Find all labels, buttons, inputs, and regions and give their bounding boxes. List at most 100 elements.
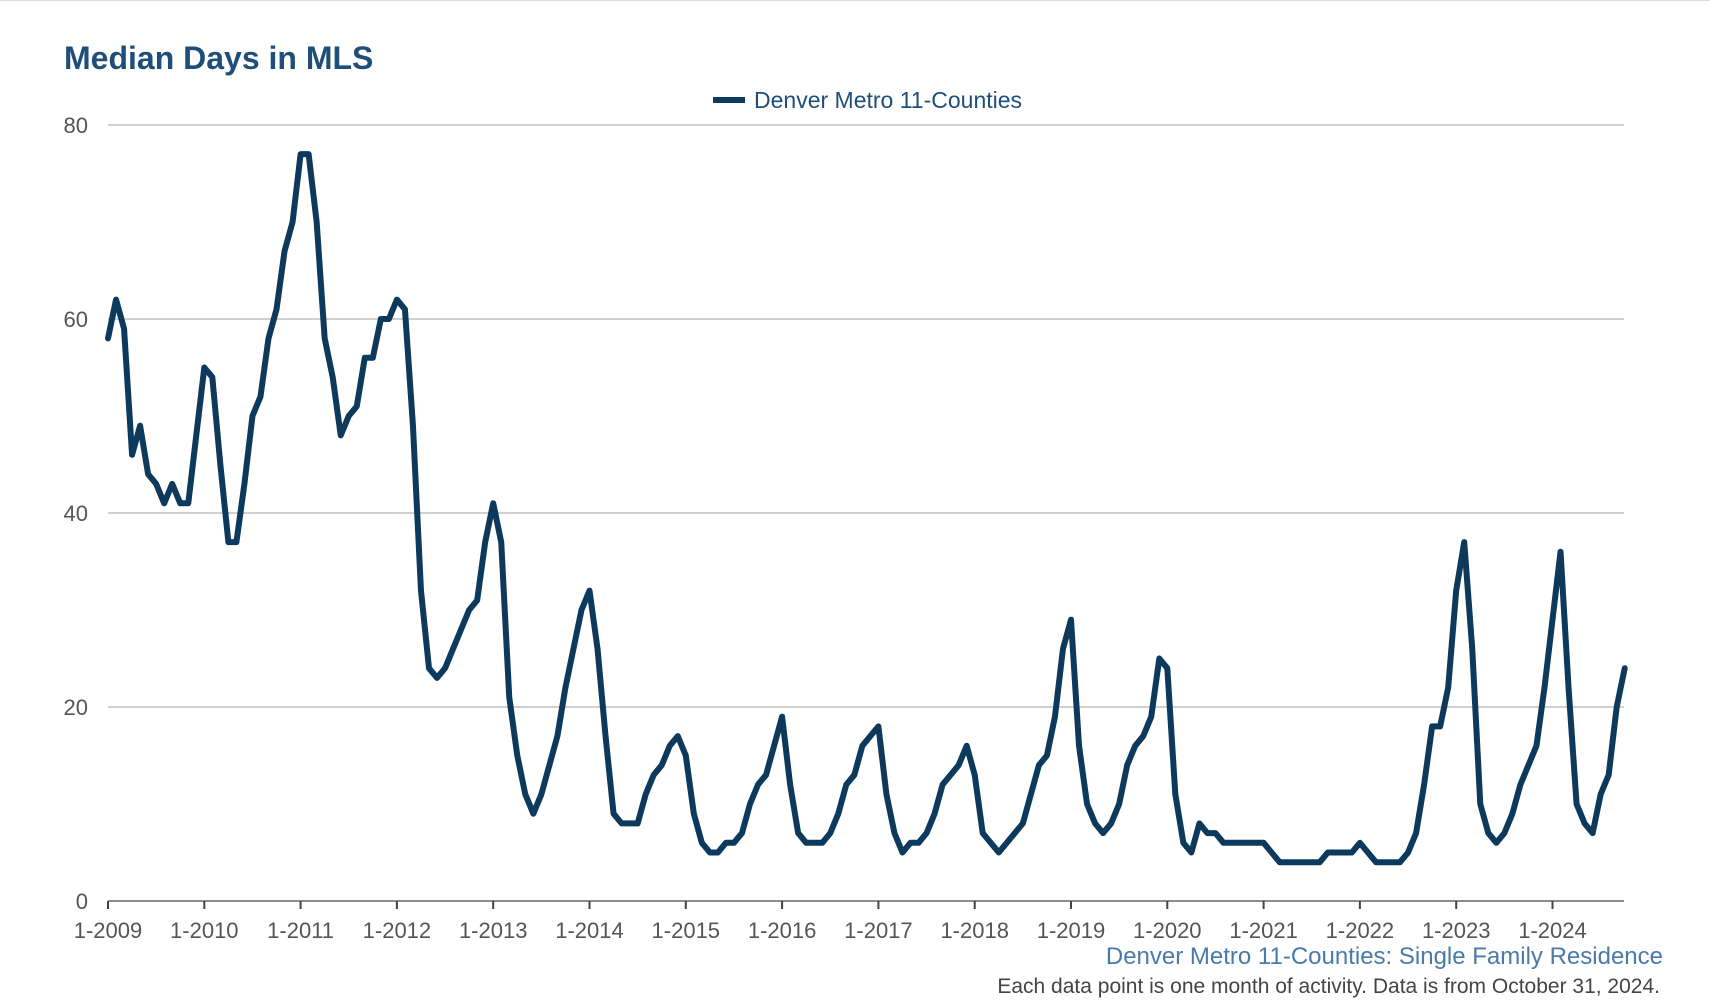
data-point <box>458 626 464 633</box>
data-point <box>1405 849 1411 856</box>
series-line-denver-metro <box>105 151 1628 866</box>
data-point <box>899 849 906 856</box>
data-point <box>1614 704 1620 710</box>
data-point <box>273 306 280 312</box>
x-tick-label: 1-2018 <box>940 918 1009 943</box>
data-point <box>177 500 183 506</box>
data-point <box>1236 840 1243 846</box>
x-tick-label: 1-2024 <box>1518 918 1587 943</box>
data-point <box>1204 830 1211 836</box>
data-point <box>1501 830 1507 836</box>
data-point <box>843 782 849 788</box>
x-tick-label: 1-2016 <box>748 918 817 943</box>
x-tick-label: 1-2023 <box>1422 918 1491 943</box>
data-point <box>1437 723 1443 730</box>
data-point <box>249 413 256 419</box>
data-point <box>1156 655 1162 662</box>
data-point <box>185 500 191 506</box>
data-point <box>1317 859 1323 865</box>
data-point <box>1573 801 1580 807</box>
data-point <box>779 714 785 720</box>
data-point <box>346 413 352 419</box>
data-point <box>538 791 544 797</box>
data-point <box>1277 859 1283 865</box>
data-point <box>1509 811 1515 817</box>
data-point <box>1012 830 1018 836</box>
data-point <box>1341 849 1347 856</box>
data-point <box>153 481 159 487</box>
data-point <box>113 297 119 303</box>
data-point <box>330 374 336 380</box>
x-tick-label: 1-2013 <box>459 918 528 943</box>
data-point <box>209 374 215 380</box>
data-point <box>667 743 673 749</box>
data-point <box>811 840 817 846</box>
data-point <box>948 772 954 778</box>
data-point <box>1397 859 1403 865</box>
data-point <box>1485 830 1491 836</box>
data-point <box>281 248 288 254</box>
data-point <box>314 219 320 225</box>
data-point <box>683 752 689 759</box>
data-point <box>1180 840 1186 846</box>
data-point <box>129 452 135 458</box>
data-point <box>1084 801 1090 807</box>
data-point <box>257 394 264 400</box>
data-point <box>530 811 536 817</box>
data-point <box>362 355 368 361</box>
data-point <box>1533 743 1540 749</box>
data-point <box>506 694 512 700</box>
data-point <box>161 500 167 506</box>
data-point <box>1140 733 1146 739</box>
data-point <box>490 500 496 506</box>
data-point <box>1124 762 1130 768</box>
data-point <box>699 840 705 846</box>
data-point <box>1622 665 1628 671</box>
data-point <box>883 791 890 797</box>
x-tick-label: 1-2022 <box>1326 918 1395 943</box>
data-point <box>193 432 199 438</box>
data-point <box>522 791 528 797</box>
data-point <box>787 782 793 788</box>
data-point <box>1381 859 1387 865</box>
data-point <box>1285 859 1291 865</box>
data-point <box>1301 859 1307 865</box>
data-point <box>265 335 272 341</box>
y-tick-label: 0 <box>76 889 88 914</box>
x-tick-label: 1-2015 <box>652 918 721 943</box>
data-point <box>747 801 753 807</box>
data-point <box>306 151 312 157</box>
y-tick-label: 80 <box>64 113 88 138</box>
data-point <box>578 607 585 613</box>
data-point <box>980 830 986 836</box>
data-point <box>1557 549 1564 555</box>
data-point <box>1188 849 1194 856</box>
data-point <box>1429 723 1435 730</box>
data-point <box>1493 840 1499 846</box>
data-point <box>723 840 729 846</box>
data-point <box>1373 859 1379 865</box>
data-point <box>169 481 175 487</box>
data-point <box>1389 859 1395 865</box>
data-point <box>915 840 922 846</box>
data-point <box>795 830 801 836</box>
data-point <box>731 840 737 846</box>
data-point <box>1220 840 1227 846</box>
data-point <box>1036 762 1042 768</box>
data-point <box>1244 840 1251 846</box>
data-point <box>602 733 609 739</box>
data-point <box>225 539 231 545</box>
data-point <box>1525 762 1532 768</box>
x-tick-label: 1-2021 <box>1229 918 1298 943</box>
data-point <box>940 782 946 788</box>
data-point <box>803 840 809 846</box>
data-point <box>586 588 593 594</box>
data-point <box>145 471 151 477</box>
data-point <box>739 830 745 836</box>
data-point <box>1421 782 1427 788</box>
data-point <box>635 820 641 827</box>
data-point <box>827 830 833 836</box>
data-point <box>442 665 448 671</box>
data-point <box>715 849 721 856</box>
